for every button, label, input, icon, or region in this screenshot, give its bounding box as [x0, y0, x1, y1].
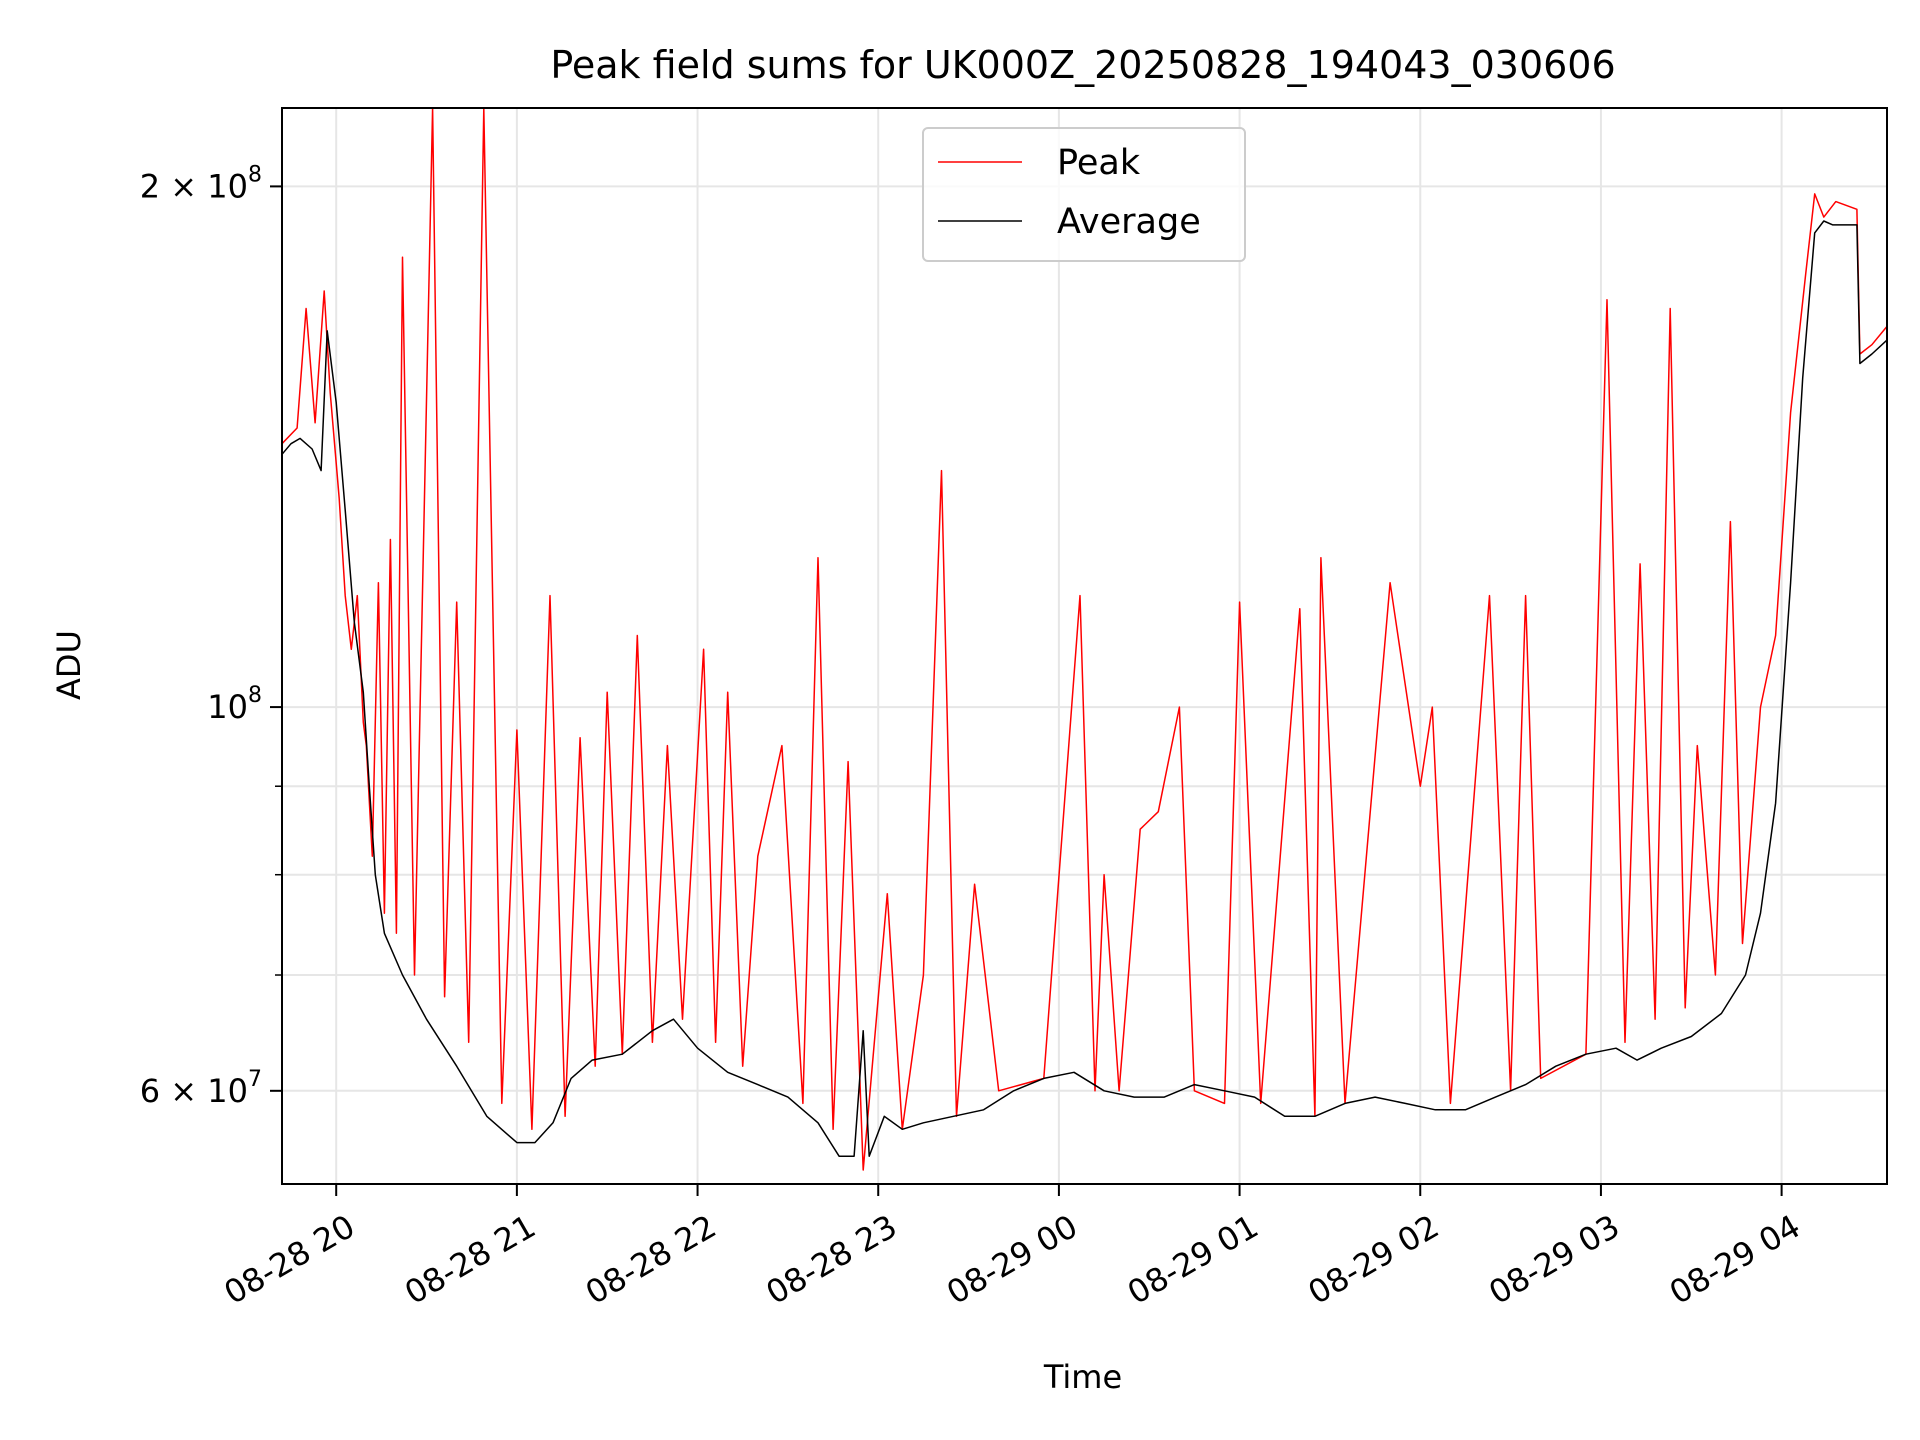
x-axis-label: Time — [1043, 1358, 1122, 1396]
legend-average-label: Average — [1057, 202, 1201, 242]
y-axis-label: ADU — [50, 630, 88, 700]
chart-title: Peak field sums for UK000Z_20250828_1940… — [550, 43, 1615, 87]
data-lines — [281, 107, 1888, 1171]
legend-peak-label: Peak — [1057, 143, 1141, 183]
y-tick-label: 2 × 108 — [140, 162, 262, 205]
y-tick-label: 108 — [207, 683, 262, 726]
plot-frame — [281, 107, 1888, 1185]
gridlines — [282, 108, 1887, 1184]
series-line-peak — [281, 107, 1888, 1171]
legend: Peak Average — [922, 127, 1246, 262]
series-line-average — [281, 220, 1888, 1157]
y-tick-label: 6 × 107 — [140, 1067, 262, 1110]
